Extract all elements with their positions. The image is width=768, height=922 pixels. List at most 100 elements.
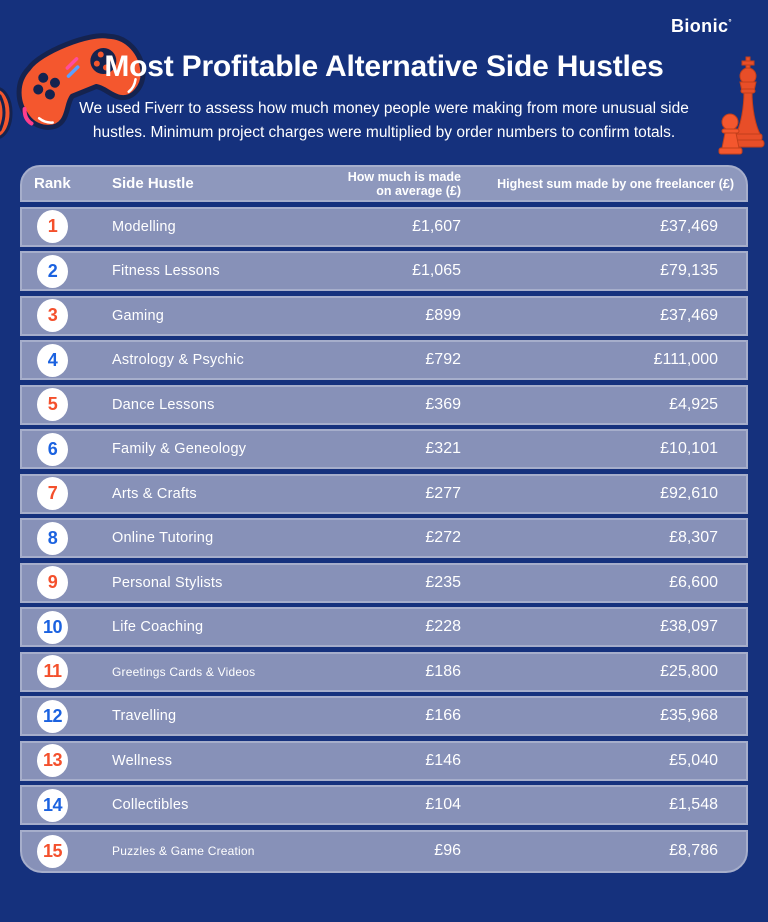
table-row: 7 Arts & Crafts £277 £92,610 (20, 473, 748, 514)
rank-cell: 14 (22, 788, 86, 822)
rank-cell: 3 (22, 299, 86, 332)
rank-number: 12 (42, 705, 63, 726)
rank-badge: 1 (37, 210, 68, 243)
average-value: £166 (425, 707, 461, 724)
rank-badge: 3 (37, 299, 68, 332)
rank-cell: 6 (22, 432, 86, 466)
highest-value: £4,925 (669, 395, 718, 413)
rank-number: 14 (42, 794, 63, 815)
average-value: £96 (434, 842, 461, 859)
highest-value: £25,800 (660, 662, 718, 680)
rank-number: 7 (47, 483, 58, 503)
table-row: 3 Gaming £899 £37,469 (20, 295, 748, 336)
average-value: £146 (425, 751, 461, 769)
rank-number: 15 (42, 840, 63, 861)
rank-badge: 13 (37, 744, 68, 777)
rank-badge: 14 (37, 788, 68, 822)
side-hustle-label: Personal Stylists (112, 574, 223, 591)
rank-number: 3 (47, 305, 58, 325)
rank-badge: 7 (37, 477, 68, 510)
average-value: £235 (425, 573, 461, 591)
rank-number: 11 (43, 661, 62, 681)
rank-badge: 5 (37, 388, 68, 421)
table-row: 2 Fitness Lessons £1,065 £79,135 (20, 251, 748, 291)
rank-number: 9 (47, 572, 58, 592)
brand-text: Bionic (670, 16, 729, 36)
table-row: 9 Personal Stylists £235 £6,600 (20, 562, 748, 603)
side-hustle-label: Family & Geneology (112, 441, 247, 457)
subtitle-line-1: We used Fiverr to assess how much money … (79, 100, 689, 117)
average-value: £272 (425, 529, 461, 546)
rank-cell: 12 (22, 699, 86, 733)
rank-number: 10 (42, 616, 63, 637)
side-hustle-label: Life Coaching (112, 619, 204, 635)
header-average: How much is made on average (£) (347, 169, 461, 198)
rank-number: 6 (47, 438, 58, 459)
header-rank: Rank (34, 175, 71, 192)
highest-value: £79,135 (660, 262, 718, 279)
table-row: 5 Dance Lessons £369 £4,925 (20, 384, 748, 425)
side-hustle-label: Fitness Lessons (112, 263, 220, 279)
side-hustle-label: Puzzles & Game Creation (112, 844, 255, 858)
brand-logo: Bionic° (671, 16, 732, 37)
average-value: £321 (425, 440, 461, 457)
rank-cell: 2 (22, 254, 86, 288)
table-row: 13 Wellness £146 £5,040 (20, 740, 748, 781)
rank-cell: 9 (22, 566, 86, 599)
highest-value: £38,097 (660, 618, 718, 635)
table-row: 14 Collectibles £104 £1,548 (20, 785, 748, 825)
rank-badge: 2 (37, 254, 68, 288)
rank-cell: 15 (22, 834, 86, 868)
rank-cell: 13 (22, 744, 86, 777)
rank-cell: 4 (22, 343, 86, 377)
side-hustle-label: Arts & Crafts (112, 485, 197, 502)
side-hustle-label: Astrology & Psychic (112, 352, 244, 368)
average-value: £104 (425, 796, 461, 813)
table-row: 11 Greetings Cards & Videos £186 £25,800 (20, 651, 748, 692)
rank-number: 5 (47, 394, 58, 414)
table-row: 8 Online Tutoring £272 £8,307 (20, 518, 748, 558)
rank-number: 4 (47, 349, 58, 370)
rank-badge: 8 (37, 521, 68, 555)
brand-registered-mark: ° (728, 18, 732, 27)
highest-value: £37,469 (660, 306, 718, 324)
highest-value: £6,600 (669, 573, 718, 591)
table-row: 4 Astrology & Psychic £792 £111,000 (20, 340, 748, 380)
side-hustle-label: Gaming (112, 307, 164, 324)
average-value: £277 (425, 484, 461, 502)
rank-badge: 10 (37, 610, 68, 644)
rank-cell: 11 (22, 655, 86, 688)
highest-value: £1,548 (669, 796, 718, 813)
rank-cell: 1 (22, 210, 86, 243)
table-row: 12 Travelling £166 £35,968 (20, 696, 748, 736)
header-highest: Highest sum made by one freelancer (£) (497, 176, 734, 191)
rank-number: 13 (42, 750, 63, 770)
table-row: 6 Family & Geneology £321 £10,101 (20, 429, 748, 469)
subtitle-line-2: hustles. Minimum project charges were mu… (92, 124, 676, 142)
side-hustle-label: Greetings Cards & Videos (112, 664, 256, 679)
average-value: £228 (425, 618, 461, 635)
page-title: Most Profitable Alternative Side Hustles (104, 50, 664, 83)
highest-value: £92,610 (660, 484, 718, 502)
average-value: £792 (425, 351, 461, 368)
average-value: £369 (425, 395, 461, 413)
highest-value: £8,307 (669, 529, 718, 546)
side-hustle-label: Wellness (112, 752, 173, 769)
rank-number: 2 (47, 260, 58, 281)
table-header: Rank Side Hustle How much is made on ave… (20, 165, 748, 202)
table-row: 15 Puzzles & Game Creation £96 £8,786 (20, 829, 748, 873)
game-controller-icon (16, 33, 146, 130)
highest-value: £111,000 (653, 351, 718, 368)
highest-value: £10,101 (660, 440, 718, 457)
average-value: £1,607 (412, 217, 461, 235)
page-subtitle: We used Fiverr to assess how much money … (50, 97, 718, 145)
average-value: £186 (425, 662, 461, 680)
side-hustle-table: Rank Side Hustle How much is made on ave… (20, 165, 748, 873)
rank-badge: 12 (37, 699, 68, 733)
header-side-hustle: Side Hustle (112, 175, 194, 192)
highest-value: £5,040 (669, 751, 718, 769)
average-value: £899 (425, 306, 461, 324)
rank-badge: 11 (37, 655, 68, 688)
side-hustle-label: Online Tutoring (112, 530, 214, 546)
